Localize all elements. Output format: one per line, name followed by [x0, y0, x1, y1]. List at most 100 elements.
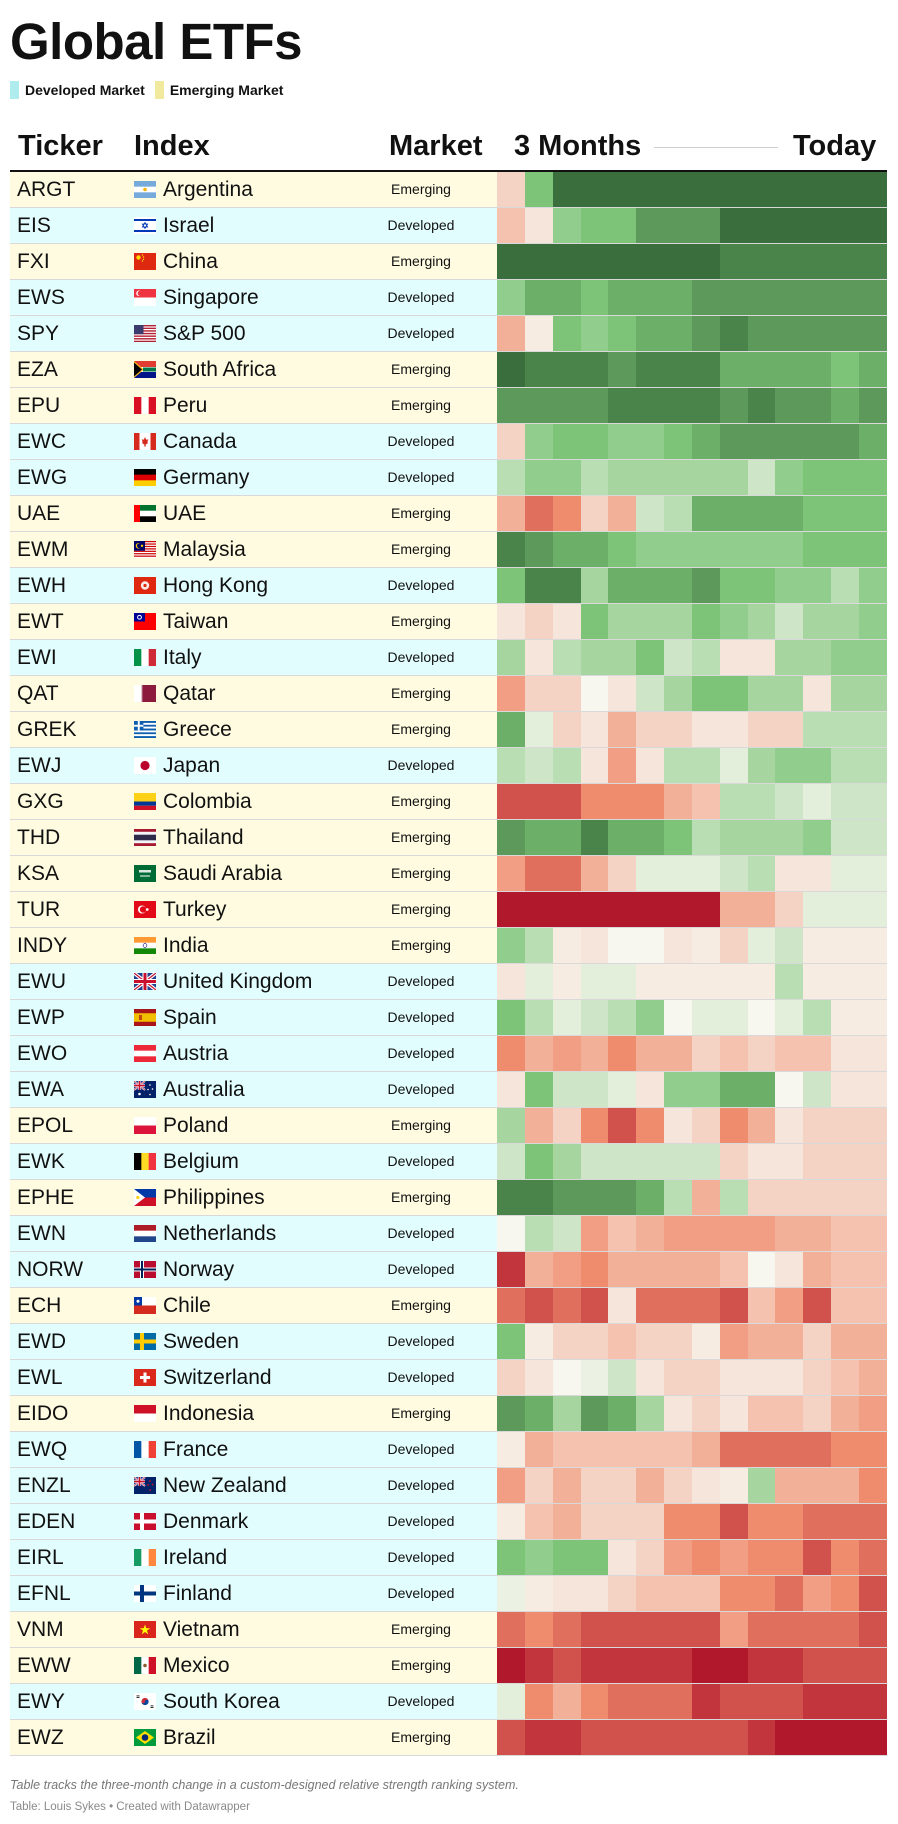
heatmap-cell	[803, 388, 832, 423]
ticker-cell: EWZ	[17, 1726, 64, 1749]
heatmap-cell	[497, 1432, 525, 1467]
heatmap-cell	[858, 1648, 887, 1683]
heatmap-cell	[747, 1468, 776, 1503]
market-cell: Developed	[387, 433, 455, 449]
heatmap-cell	[858, 1324, 887, 1359]
heatmap-cell	[636, 568, 665, 603]
heatmap-cell	[831, 208, 859, 243]
heatmap-cell	[775, 1180, 804, 1215]
heatmap-row	[497, 208, 887, 243]
index-cell: Sweden	[163, 1330, 239, 1353]
heatmap-cell	[803, 892, 832, 927]
heatmap-cell	[580, 280, 609, 315]
heatmap-cell	[580, 1504, 609, 1539]
heatmap-cell	[664, 1252, 692, 1287]
table-row: EWL Switzerland Developed	[10, 1360, 887, 1396]
heatmap-cell	[803, 1180, 832, 1215]
heatmap-cell	[552, 424, 581, 459]
heatmap-cell	[664, 1396, 692, 1431]
ticker-cell: TUR	[17, 898, 61, 921]
ticker-cell: SPY	[17, 322, 60, 345]
table-row: EWS Singapore Developed	[10, 280, 887, 316]
heatmap-row	[497, 316, 887, 351]
market-cell: Emerging	[391, 1657, 451, 1673]
heatmap-cell	[552, 1612, 581, 1647]
heatmap-row	[497, 1504, 887, 1539]
heatmap-cell	[803, 640, 832, 675]
heatmap-cell	[524, 352, 553, 387]
heatmap-cell	[858, 1252, 887, 1287]
heatmap-cell	[831, 1108, 859, 1143]
heatmap-cell	[552, 1144, 581, 1179]
heatmap-cell	[664, 244, 692, 279]
ticker-cell: EWU	[17, 970, 66, 993]
heatmap-cell	[719, 892, 748, 927]
heatmap-cell	[775, 172, 804, 207]
heatmap-cell	[580, 1648, 609, 1683]
heatmap-cell	[664, 532, 692, 567]
heatmap-cell	[691, 460, 720, 495]
heatmap-cell	[664, 460, 692, 495]
israel-flag-icon	[134, 217, 156, 234]
ticker-cell: EWS	[17, 286, 65, 309]
heatmap-cell	[803, 1612, 832, 1647]
ticker-cell: ENZL	[17, 1474, 71, 1497]
heatmap-cell	[636, 676, 665, 711]
heatmap-cell	[608, 640, 637, 675]
heatmap-cell	[636, 1720, 665, 1755]
heatmap-row	[497, 1648, 887, 1683]
heatmap-cell	[747, 1432, 776, 1467]
heatmap-cell	[524, 784, 553, 819]
heatmap-row	[497, 1000, 887, 1035]
heatmap-cell	[664, 280, 692, 315]
heatmap-cell	[775, 892, 804, 927]
table-row: EPOL Poland Emerging	[10, 1108, 887, 1144]
heatmap-cell	[691, 964, 720, 999]
heatmap-cell	[803, 1468, 832, 1503]
heatmap-cell	[497, 712, 525, 747]
index-cell: Colombia	[163, 790, 252, 813]
heatmap-cell	[831, 1684, 859, 1719]
heatmap-cell	[580, 1576, 609, 1611]
heatmap-cell	[608, 820, 637, 855]
ticker-cell: EWY	[17, 1690, 65, 1713]
south-africa-flag-icon	[134, 361, 156, 378]
heatmap-cell	[803, 532, 832, 567]
heatmap-cell	[747, 1000, 776, 1035]
heatmap-cell	[552, 568, 581, 603]
heatmap-cell	[831, 820, 859, 855]
heatmap-cell	[831, 1612, 859, 1647]
uae-flag-icon	[134, 505, 156, 522]
heatmap-cell	[552, 352, 581, 387]
table-row: EWP Spain Developed	[10, 1000, 887, 1036]
heatmap-cell	[747, 496, 776, 531]
heatmap-cell	[691, 1468, 720, 1503]
ticker-cell: ECH	[17, 1294, 62, 1317]
heatmap-cell	[691, 244, 720, 279]
heatmap-cell	[664, 604, 692, 639]
heatmap-cell	[831, 388, 859, 423]
heatmap-cell	[831, 676, 859, 711]
ticker-cell: EWG	[17, 466, 68, 489]
heatmap-cell	[831, 496, 859, 531]
heatmap-cell	[552, 244, 581, 279]
heatmap-cell	[524, 1180, 553, 1215]
heatmap-cell	[747, 1072, 776, 1107]
heatmap-cell	[831, 712, 859, 747]
heatmap-cell	[775, 1036, 804, 1071]
heatmap-cell	[691, 1504, 720, 1539]
heatmap-cell	[608, 964, 637, 999]
market-cell: Developed	[387, 289, 455, 305]
heatmap-cell	[858, 424, 887, 459]
heatmap-cell	[803, 1324, 832, 1359]
heatmap-cell	[497, 1648, 525, 1683]
index-cell: Canada	[163, 430, 237, 453]
heatmap-cell	[858, 1180, 887, 1215]
index-cell: Switzerland	[163, 1366, 272, 1389]
table-row: EDEN Denmark Developed	[10, 1504, 887, 1540]
heatmap-row	[497, 604, 887, 639]
heatmap-cell	[524, 1144, 553, 1179]
heatmap-cell	[691, 856, 720, 891]
index-cell: New Zealand	[163, 1474, 287, 1497]
heatmap-cell	[858, 1612, 887, 1647]
